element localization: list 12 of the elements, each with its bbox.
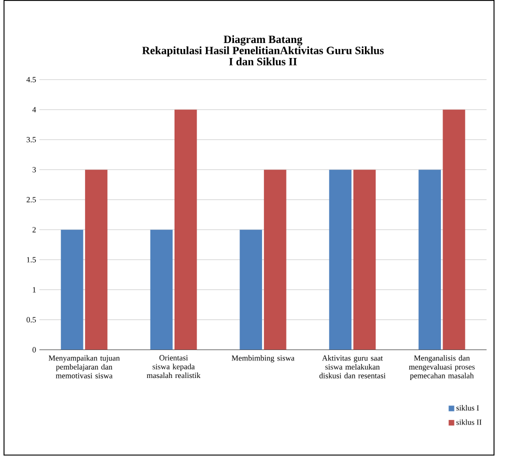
chart-subtitle: Rekapitulasi Hasil PenelitianAktivitas Guru Siklus I dan Siklus II	[142, 46, 384, 66]
bar	[174, 110, 197, 350]
chart-title: Diagram Batang	[224, 36, 302, 46]
bar	[353, 170, 376, 350]
bar	[442, 110, 466, 350]
bar	[240, 230, 262, 350]
bar	[329, 170, 352, 350]
bar	[264, 170, 286, 350]
bar	[150, 230, 173, 350]
bar	[85, 170, 108, 350]
bar	[418, 170, 441, 350]
bar	[60, 230, 84, 350]
